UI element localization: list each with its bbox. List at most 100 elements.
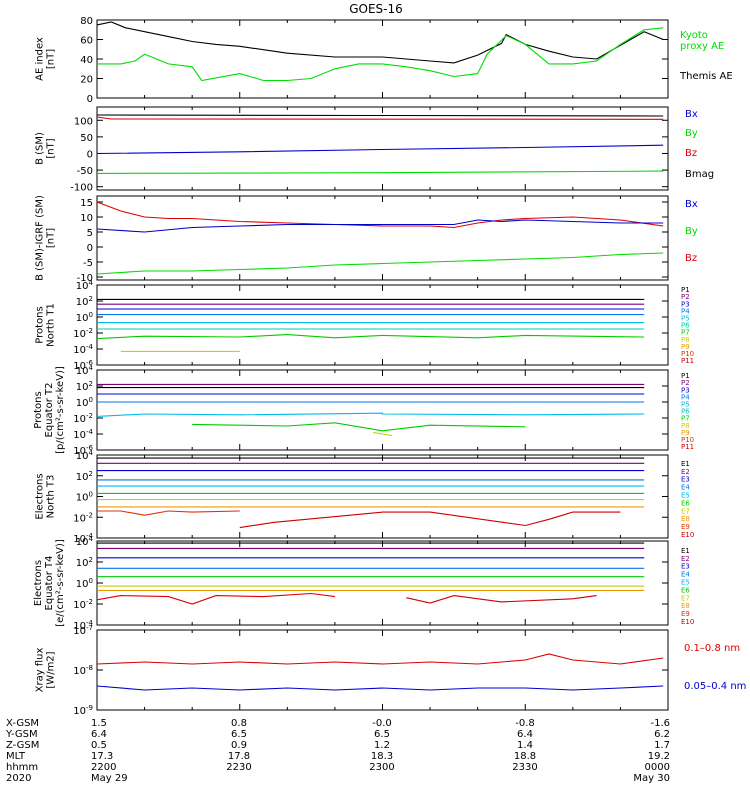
series-line-0-1-0-8-nm (96, 653, 664, 665)
y-tick-label: 10-9 (73, 704, 93, 717)
x-row-value: 2200 (91, 762, 116, 773)
chart-title: GOES-16 (349, 2, 403, 16)
x-row-value: 2230 (226, 762, 251, 773)
y-axis-label: B (SM) (35, 132, 46, 165)
series-line-themis-ae (96, 21, 664, 64)
series-line-e9 (406, 595, 597, 604)
legend-entry: P4 (681, 307, 690, 315)
panel-frame (96, 629, 669, 711)
y-axis-label: [nT] (46, 138, 57, 158)
x-row-value: 1.2 (374, 740, 390, 751)
legend-entry: P7 (681, 329, 690, 337)
legend-entry: Bx (685, 109, 698, 120)
series-line-p7 (96, 334, 645, 340)
series-line-p6 (192, 422, 526, 432)
series-line-e9 (97, 510, 240, 516)
x-row-value: 17.3 (91, 751, 113, 762)
y-tick-label: 10-8 (73, 664, 93, 677)
y-axis-label: Electrons (33, 560, 44, 606)
legend-entry: E1 (681, 547, 690, 555)
legend-entry: P11 (681, 443, 694, 451)
y-axis-label: Electrons (35, 473, 46, 519)
legend-entry: P2 (681, 379, 690, 387)
legend-entry: P9 (681, 429, 690, 437)
series-line-p5 (96, 412, 645, 417)
x-row-value: 6.5 (231, 729, 247, 740)
legend-entry: P2 (681, 293, 690, 301)
y-tick-label: 102 (76, 380, 93, 393)
legend-entry: Bz (685, 148, 697, 159)
series-line-p7 (372, 431, 393, 437)
series-line-bz (96, 201, 664, 229)
legend-entry: Bmag (685, 169, 714, 180)
y-axis-label: Equator T2 (44, 383, 55, 438)
y-axis-label: [e/(cm²-s-sr-keV)] (55, 539, 66, 627)
y-axis-label: B (SM)-IGRF (SM) (35, 195, 46, 281)
legend-entry: P6 (681, 408, 690, 416)
y-tick-label: 102 (76, 556, 93, 569)
legend-entry: E6 (681, 586, 690, 594)
series-line-bx (96, 144, 664, 155)
y-tick-label: 10-4 (73, 343, 93, 356)
panel-frame (96, 284, 669, 366)
panel-frame (96, 195, 669, 281)
y-tick-label: 10 (80, 213, 93, 224)
legend-entry: P11 (681, 357, 694, 365)
panel-frame (96, 454, 669, 539)
legend-entry: E9 (681, 610, 690, 618)
x-row-value: 1.4 (517, 740, 533, 751)
y-axis-label: AE index (35, 37, 46, 81)
y-axis-label: [nT] (46, 49, 57, 69)
legend-entry: E2 (681, 468, 690, 476)
y-tick-label: 104 (76, 449, 94, 462)
y-axis-label: [W/m2] (46, 651, 57, 688)
legend-entry: E3 (681, 563, 690, 571)
legend-entry: E4 (681, 484, 690, 492)
y-tick-label: 60 (80, 36, 93, 47)
y-axis-label: Xray flux (35, 648, 46, 693)
y-tick-label: 10-2 (73, 412, 93, 425)
y-tick-label: 104 (76, 364, 94, 377)
x-row-label: Y-GSM (5, 729, 38, 740)
x-row-value: May 29 (91, 773, 128, 784)
x-row-value: 17.8 (228, 751, 250, 762)
legend-entry: Bx (685, 199, 698, 210)
x-row-value: 0.9 (231, 740, 247, 751)
legend-entry: P7 (681, 415, 690, 423)
y-tick-label: 15 (80, 198, 93, 209)
y-tick-label: 10-2 (73, 598, 93, 611)
x-row-value: 6.2 (654, 729, 670, 740)
x-row-value: -0.0 (372, 718, 392, 729)
legend-entry: E10 (681, 531, 694, 539)
legend-entry: E8 (681, 602, 690, 610)
panel-frame (96, 540, 669, 626)
y-tick-label: 104 (76, 535, 94, 548)
legend-entry: E4 (681, 571, 690, 579)
y-tick-label: 0 (87, 94, 93, 105)
legend-entry: E2 (681, 555, 690, 563)
panel-frame (96, 369, 669, 451)
legend-entry: proxy AE (680, 41, 724, 52)
x-row-value: 19.2 (648, 751, 670, 762)
legend-entry: P1 (681, 286, 690, 294)
y-axis-label: North T3 (46, 475, 57, 519)
panel-bigrf: -10 -5 0 5 10 15 B (SM)-IGRF (SM) [nT] Bx By Bz (35, 195, 698, 284)
panel-xray: 10-9 10-8 10-7 Xray flux [W/m2] 0.1–0.8 nm 0.0… (35, 624, 747, 717)
x-row-value: May 30 (633, 773, 670, 784)
x-row-value: 18.3 (371, 751, 393, 762)
y-tick-label: 40 (80, 55, 93, 66)
legend-entry: P6 (681, 322, 690, 330)
legend-entry: P10 (681, 350, 694, 358)
x-row-value: 18.8 (514, 751, 536, 762)
x-row-value: 6.5 (374, 729, 390, 740)
legend-entry: Kyoto (680, 30, 708, 41)
series-line-bz (96, 116, 664, 120)
y-tick-label: 100 (76, 491, 93, 504)
y-tick-label: 102 (76, 295, 93, 308)
legend-entry: By (685, 226, 698, 237)
y-tick-label: 100 (76, 311, 93, 324)
x-row-value: 1.7 (654, 740, 670, 751)
